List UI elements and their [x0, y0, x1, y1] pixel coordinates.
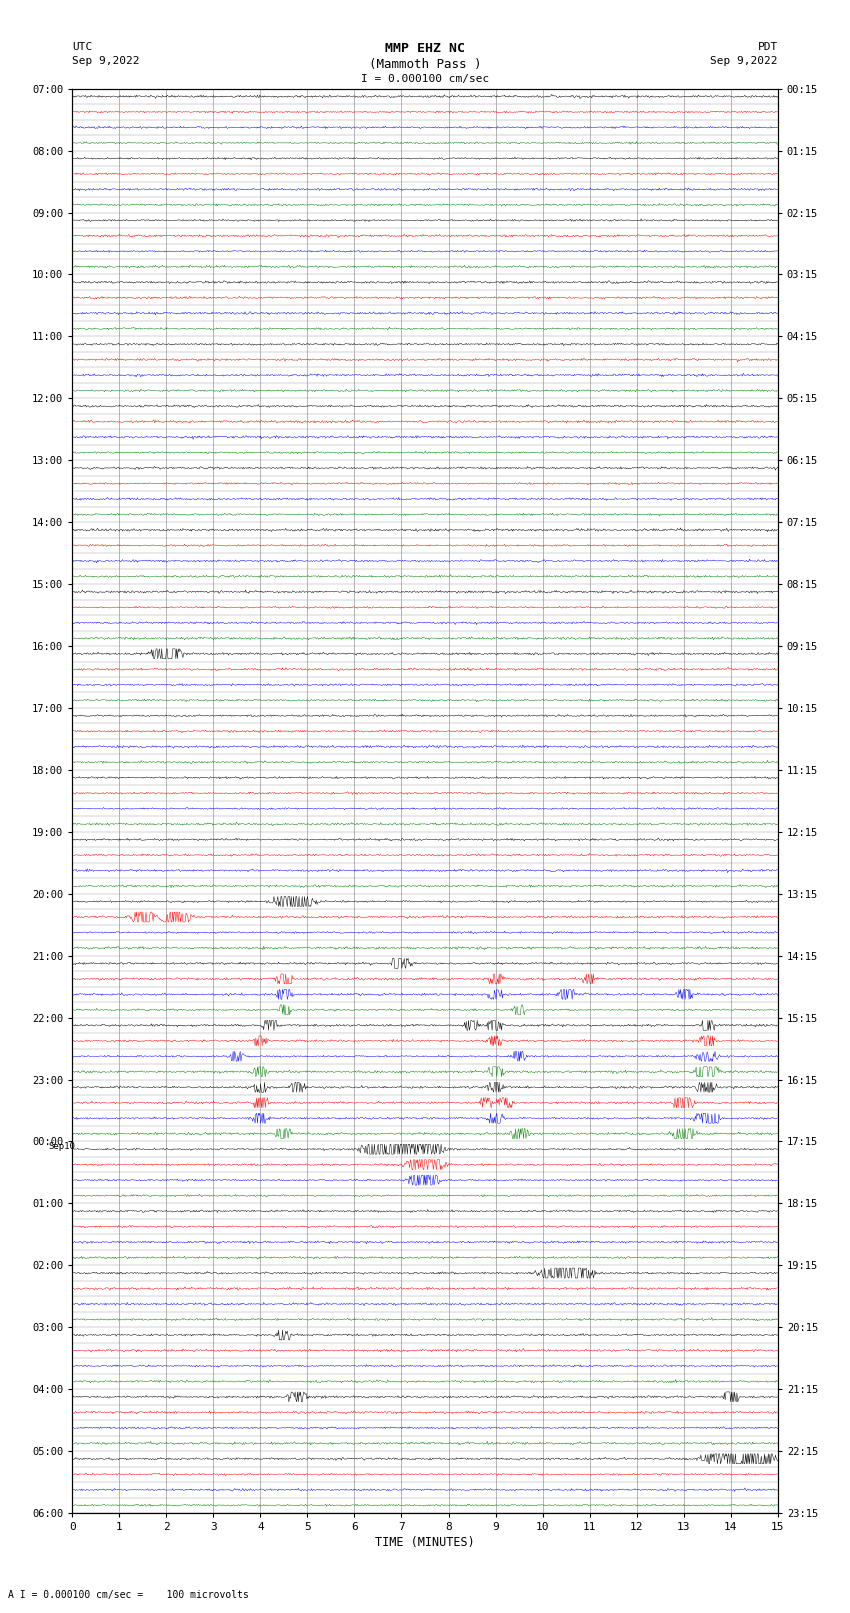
Text: PDT: PDT	[757, 42, 778, 52]
Text: UTC: UTC	[72, 42, 93, 52]
Text: MMP EHZ NC: MMP EHZ NC	[385, 42, 465, 55]
Text: (Mammoth Pass ): (Mammoth Pass )	[369, 58, 481, 71]
Text: Sep 9,2022: Sep 9,2022	[72, 56, 139, 66]
Text: Sep 9,2022: Sep 9,2022	[711, 56, 778, 66]
Text: I = 0.000100 cm/sec: I = 0.000100 cm/sec	[361, 74, 489, 84]
Text: A I = 0.000100 cm/sec =    100 microvolts: A I = 0.000100 cm/sec = 100 microvolts	[8, 1590, 249, 1600]
X-axis label: TIME (MINUTES): TIME (MINUTES)	[375, 1536, 475, 1548]
Text: Sep10: Sep10	[48, 1142, 76, 1152]
